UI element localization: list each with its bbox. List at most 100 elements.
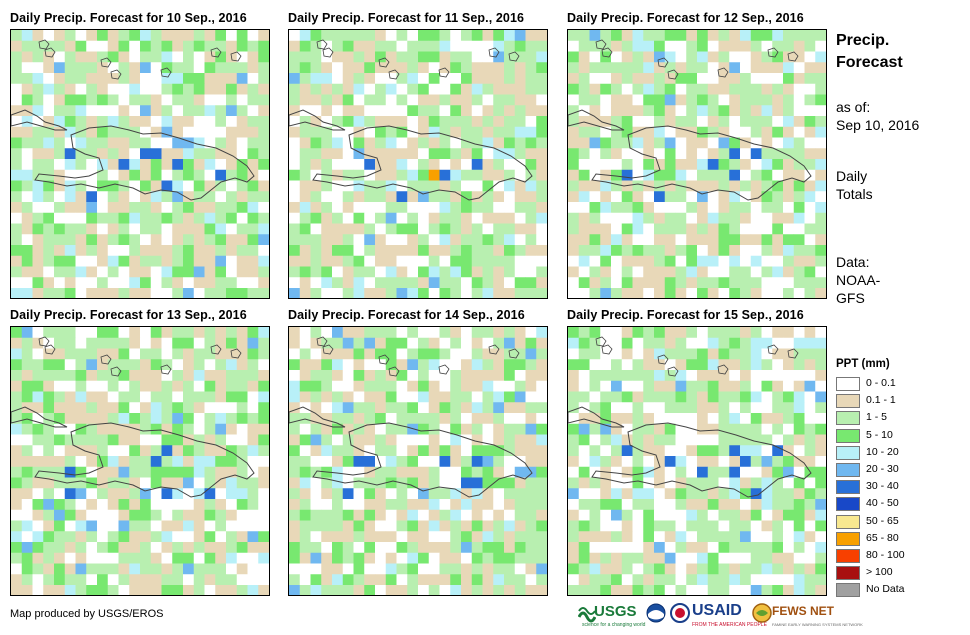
precip-cell bbox=[364, 391, 376, 403]
precip-cell bbox=[536, 105, 547, 117]
precip-cell bbox=[450, 466, 462, 478]
precip-cell bbox=[761, 62, 773, 74]
precip-cell bbox=[118, 520, 130, 532]
precip-cell bbox=[600, 585, 612, 595]
precip-cell bbox=[783, 94, 795, 106]
precip-cell bbox=[536, 477, 547, 489]
precip-cell bbox=[621, 391, 633, 403]
precip-cell bbox=[804, 520, 816, 532]
precip-cell bbox=[321, 180, 333, 192]
precip-cell bbox=[568, 94, 580, 106]
precip-cell bbox=[215, 159, 227, 171]
precip-cell bbox=[471, 202, 483, 214]
precip-cell bbox=[215, 402, 227, 414]
precip-cell bbox=[150, 380, 162, 392]
precip-cell bbox=[686, 73, 698, 85]
precip-cell bbox=[740, 62, 752, 74]
precip-cell bbox=[226, 191, 238, 203]
precip-cell bbox=[193, 62, 205, 74]
precip-cell bbox=[589, 509, 601, 521]
precip-cell bbox=[299, 30, 311, 42]
precip-cell bbox=[664, 423, 676, 435]
precip-cell bbox=[804, 380, 816, 392]
precip-cell bbox=[761, 83, 773, 95]
precip-cell bbox=[675, 266, 687, 278]
precip-cell bbox=[697, 477, 709, 489]
precip-cell bbox=[107, 499, 119, 511]
precip-cell bbox=[310, 277, 322, 289]
precip-cell bbox=[450, 169, 462, 181]
precip-cell bbox=[375, 255, 387, 267]
usaid-seal-icon bbox=[670, 603, 690, 623]
precip-cell bbox=[32, 499, 44, 511]
precip-cell bbox=[536, 245, 547, 257]
precip-cell bbox=[407, 137, 419, 149]
precip-cell bbox=[675, 574, 687, 586]
precip-cell bbox=[718, 574, 730, 586]
precip-cell bbox=[686, 402, 698, 414]
precip-cell bbox=[568, 126, 580, 138]
precip-cell bbox=[750, 466, 762, 478]
precip-cell bbox=[236, 380, 248, 392]
precip-cell bbox=[236, 423, 248, 435]
precip-cell bbox=[815, 30, 826, 42]
precip-cell bbox=[654, 223, 666, 235]
precip-cell bbox=[461, 255, 473, 267]
precip-cell bbox=[32, 531, 44, 543]
precip-cell bbox=[258, 137, 269, 149]
precip-cell bbox=[54, 202, 66, 214]
precip-cell bbox=[129, 245, 141, 257]
precip-cell bbox=[761, 585, 773, 595]
precip-cell bbox=[740, 477, 752, 489]
precip-cell bbox=[364, 413, 376, 425]
precip-cell bbox=[621, 359, 633, 371]
island-outline bbox=[322, 344, 334, 355]
precip-cell bbox=[686, 180, 698, 192]
precip-cell bbox=[761, 30, 773, 42]
precip-cell bbox=[718, 348, 730, 360]
precip-cell bbox=[750, 585, 762, 595]
precip-cell bbox=[375, 520, 387, 532]
precip-cell bbox=[140, 563, 152, 575]
precip-cell bbox=[321, 83, 333, 95]
precip-cell bbox=[43, 359, 55, 371]
precip-cell bbox=[439, 148, 451, 160]
precip-cell bbox=[396, 574, 408, 586]
precip-cell bbox=[815, 552, 826, 564]
precip-cell bbox=[150, 191, 162, 203]
precip-cell bbox=[504, 499, 516, 511]
precip-cell bbox=[536, 499, 547, 511]
precip-cell bbox=[504, 245, 516, 257]
precip-cell bbox=[428, 266, 440, 278]
precip-cell bbox=[686, 245, 698, 257]
precip-cell bbox=[118, 488, 130, 500]
precip-cell bbox=[140, 402, 152, 414]
precip-cell bbox=[815, 277, 826, 289]
precip-cell bbox=[418, 105, 430, 117]
precip-cell bbox=[226, 327, 238, 339]
precip-cell bbox=[611, 359, 623, 371]
precip-cell bbox=[471, 542, 483, 554]
precip-cell bbox=[236, 40, 248, 52]
precip-cell bbox=[172, 552, 184, 564]
precip-cell bbox=[783, 245, 795, 257]
precip-cell bbox=[428, 40, 440, 52]
precip-cell bbox=[740, 137, 752, 149]
precip-cell bbox=[161, 509, 173, 521]
precip-cell bbox=[450, 327, 462, 339]
precip-cell bbox=[215, 391, 227, 403]
precip-cell bbox=[621, 212, 633, 224]
precip-cell bbox=[150, 337, 162, 349]
precip-cell bbox=[353, 477, 365, 489]
precip-cell bbox=[364, 30, 376, 42]
precip-cell bbox=[247, 277, 259, 289]
precip-cell bbox=[428, 542, 440, 554]
precip-cell bbox=[11, 180, 23, 192]
precip-cell bbox=[793, 413, 805, 425]
precip-cell bbox=[504, 337, 516, 349]
precip-cell bbox=[140, 169, 152, 181]
precip-cell bbox=[761, 234, 773, 246]
precip-cell bbox=[740, 542, 752, 554]
precip-cell bbox=[536, 191, 547, 203]
precip-cell bbox=[621, 30, 633, 42]
